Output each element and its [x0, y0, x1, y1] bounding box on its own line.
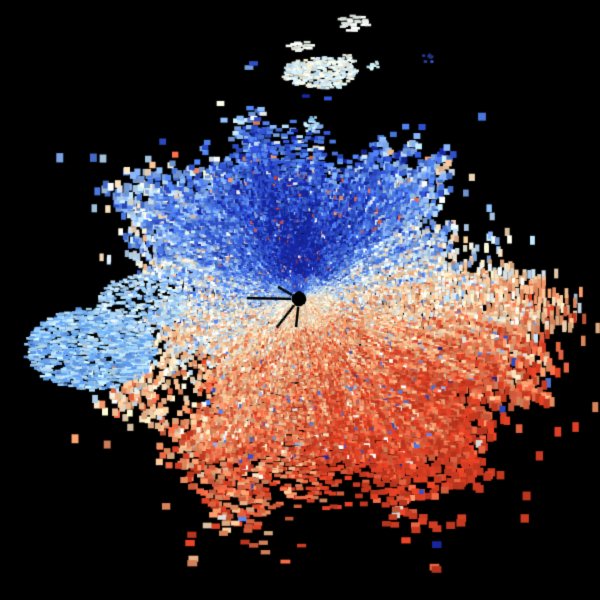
doppler-velocity-image	[0, 0, 600, 600]
radar-display	[0, 0, 600, 600]
